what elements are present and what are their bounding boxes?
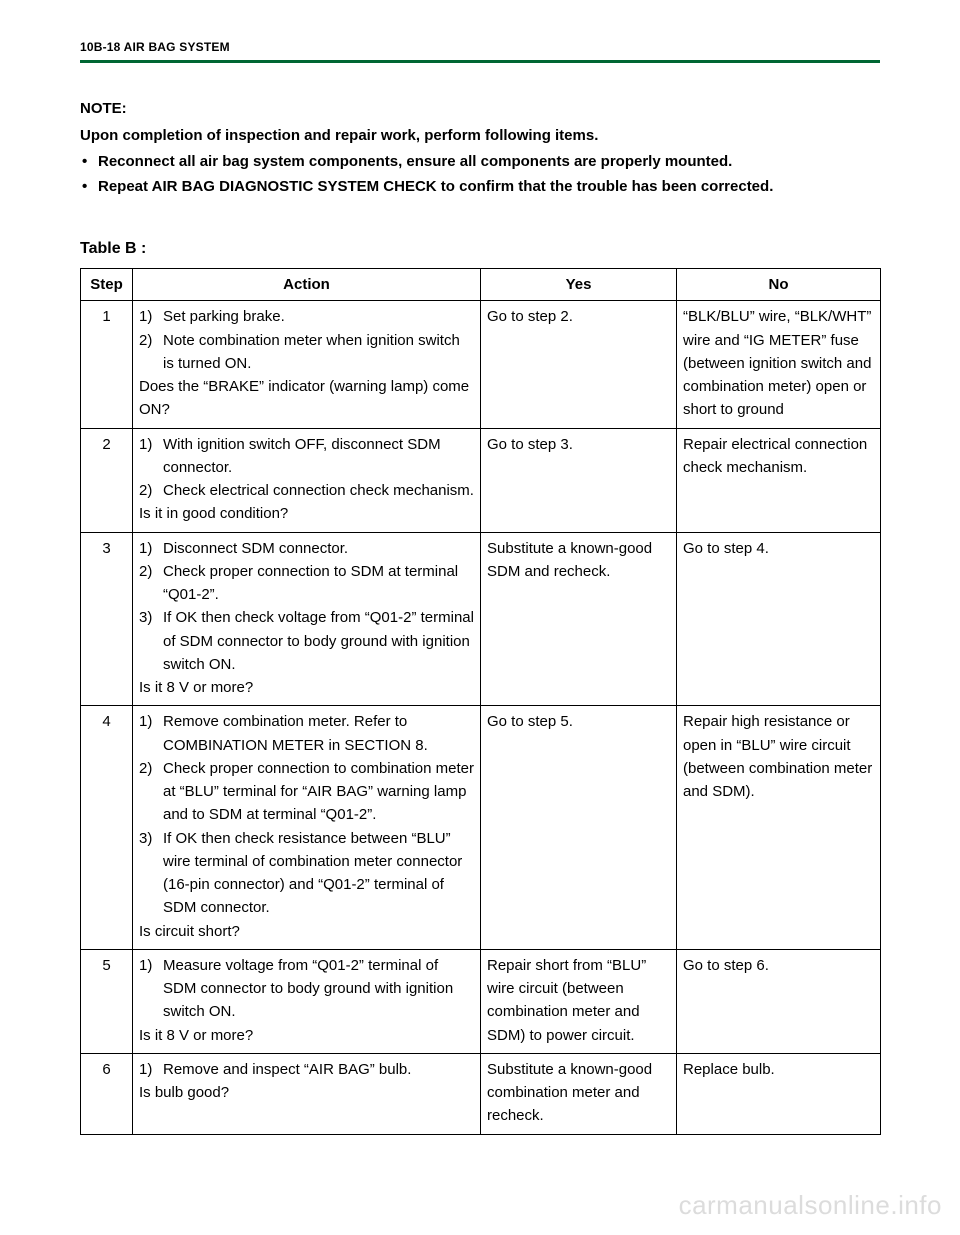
action-question: Does the “BRAKE” indicator (warning lamp…: [139, 375, 474, 422]
action-item: 1)Remove and inspect “AIR BAG” bulb.: [139, 1058, 474, 1081]
action-list: 1)With ignition switch OFF, disconnect S…: [139, 433, 474, 503]
action-text: Remove combination meter. Refer to COMBI…: [163, 713, 428, 753]
table-row: 2 1)With ignition switch OFF, disconnect…: [81, 428, 881, 532]
action-item: 1)Measure voltage from “Q01-2” terminal …: [139, 954, 474, 1024]
action-text: Disconnect SDM connector.: [163, 540, 348, 557]
action-item: 2)Check proper connection to SDM at term…: [139, 560, 474, 607]
action-text: Note combination meter when ignition swi…: [163, 332, 460, 372]
action-text: Check electrical connection check mechan…: [163, 482, 474, 499]
table-row: 5 1)Measure voltage from “Q01-2” termina…: [81, 949, 881, 1053]
action-list: 1)Remove and inspect “AIR BAG” bulb.: [139, 1058, 474, 1081]
action-text: Check proper connection to SDM at termin…: [163, 563, 458, 603]
header-rule: [80, 60, 880, 63]
no-cell: Repair high resistance or open in “BLU” …: [677, 706, 881, 950]
action-item: 1)Remove combination meter. Refer to COM…: [139, 710, 474, 757]
action-text: Set parking brake.: [163, 308, 285, 325]
action-text: Check proper connection to combination m…: [163, 760, 474, 824]
action-cell: 1)Measure voltage from “Q01-2” terminal …: [133, 949, 481, 1053]
step-cell: 3: [81, 532, 133, 706]
page: 10B-18 AIR BAG SYSTEM NOTE: Upon complet…: [0, 0, 960, 1235]
no-cell: Repair electrical connection check mecha…: [677, 428, 881, 532]
note-bullet: Repeat AIR BAG DIAGNOSTIC SYSTEM CHECK t…: [80, 175, 880, 198]
col-no: No: [677, 269, 881, 301]
col-yes: Yes: [481, 269, 677, 301]
action-item: 1)Disconnect SDM connector.: [139, 537, 474, 560]
action-text: If OK then check voltage from “Q01-2” te…: [163, 609, 474, 673]
action-list: 1)Remove combination meter. Refer to COM…: [139, 710, 474, 919]
table-row: 6 1)Remove and inspect “AIR BAG” bulb. I…: [81, 1053, 881, 1134]
yes-cell: Substitute a known-good combination mete…: [481, 1053, 677, 1134]
table-row: 3 1)Disconnect SDM connector. 2)Check pr…: [81, 532, 881, 706]
diagnostic-table: Step Action Yes No 1 1)Set parking brake…: [80, 268, 881, 1135]
action-question: Is it 8 V or more?: [139, 676, 474, 699]
action-item: 3)If OK then check voltage from “Q01-2” …: [139, 606, 474, 676]
table-title: Table B :: [80, 240, 880, 258]
note-block: NOTE: Upon completion of inspection and …: [80, 97, 880, 198]
action-cell: 1)With ignition switch OFF, disconnect S…: [133, 428, 481, 532]
yes-cell: Substitute a known-good SDM and recheck.: [481, 532, 677, 706]
table-header-row: Step Action Yes No: [81, 269, 881, 301]
step-cell: 2: [81, 428, 133, 532]
step-cell: 4: [81, 706, 133, 950]
note-label: NOTE:: [80, 97, 880, 120]
action-cell: 1)Remove and inspect “AIR BAG” bulb. Is …: [133, 1053, 481, 1134]
no-cell: “BLK/BLU” wire, “BLK/WHT” wire and “IG M…: [677, 301, 881, 428]
step-cell: 5: [81, 949, 133, 1053]
action-cell: 1)Set parking brake. 2)Note combination …: [133, 301, 481, 428]
action-cell: 1)Disconnect SDM connector. 2)Check prop…: [133, 532, 481, 706]
note-bullet-list: Reconnect all air bag system components,…: [80, 150, 880, 199]
action-question: Is circuit short?: [139, 920, 474, 943]
action-item: 1)Set parking brake.: [139, 305, 474, 328]
action-item: 2)Note combination meter when ignition s…: [139, 329, 474, 376]
action-question: Is it in good condition?: [139, 502, 474, 525]
yes-cell: Repair short from “BLU” wire circuit (be…: [481, 949, 677, 1053]
yes-cell: Go to step 2.: [481, 301, 677, 428]
action-text: Measure voltage from “Q01-2” terminal of…: [163, 957, 453, 1021]
col-step: Step: [81, 269, 133, 301]
action-cell: 1)Remove combination meter. Refer to COM…: [133, 706, 481, 950]
note-bullet: Reconnect all air bag system components,…: [80, 150, 880, 173]
table-row: 4 1)Remove combination meter. Refer to C…: [81, 706, 881, 950]
action-list: 1)Disconnect SDM connector. 2)Check prop…: [139, 537, 474, 677]
action-question: Is bulb good?: [139, 1081, 474, 1104]
action-text: With ignition switch OFF, disconnect SDM…: [163, 436, 441, 476]
yes-cell: Go to step 5.: [481, 706, 677, 950]
no-cell: Replace bulb.: [677, 1053, 881, 1134]
action-text: Remove and inspect “AIR BAG” bulb.: [163, 1061, 411, 1078]
action-list: 1)Measure voltage from “Q01-2” terminal …: [139, 954, 474, 1024]
action-item: 2)Check electrical connection check mech…: [139, 479, 474, 502]
action-item: 3)If OK then check resistance between “B…: [139, 827, 474, 920]
col-action: Action: [133, 269, 481, 301]
no-cell: Go to step 4.: [677, 532, 881, 706]
no-cell: Go to step 6.: [677, 949, 881, 1053]
action-item: 1)With ignition switch OFF, disconnect S…: [139, 433, 474, 480]
watermark: carmanualsonline.info: [679, 1190, 942, 1221]
yes-cell: Go to step 3.: [481, 428, 677, 532]
action-text: If OK then check resistance between “BLU…: [163, 830, 462, 917]
action-question: Is it 8 V or more?: [139, 1024, 474, 1047]
action-list: 1)Set parking brake. 2)Note combination …: [139, 305, 474, 375]
step-cell: 6: [81, 1053, 133, 1134]
action-item: 2)Check proper connection to combination…: [139, 757, 474, 827]
note-lead: Upon completion of inspection and repair…: [80, 124, 880, 147]
step-cell: 1: [81, 301, 133, 428]
table-row: 1 1)Set parking brake. 2)Note combinatio…: [81, 301, 881, 428]
page-header: 10B-18 AIR BAG SYSTEM: [80, 40, 880, 54]
